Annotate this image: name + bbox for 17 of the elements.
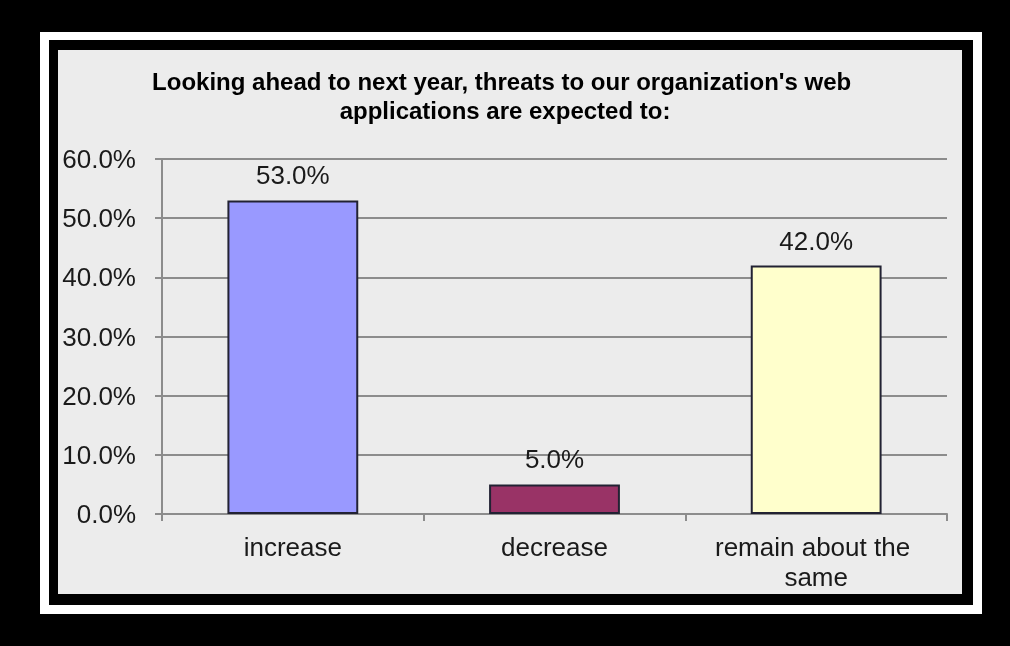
- data-label: 42.0%: [779, 225, 854, 256]
- data-label: 5.0%: [524, 444, 585, 475]
- y-tick-label: 30.0%: [62, 321, 136, 352]
- x-tick-label: remain about the same: [714, 532, 918, 592]
- x-tick-label: decrease: [501, 532, 608, 562]
- y-tick-label: 20.0%: [62, 380, 136, 411]
- bar: [750, 265, 882, 514]
- y-tick-label: 40.0%: [62, 262, 136, 293]
- y-tick-label: 0.0%: [76, 499, 136, 529]
- y-tick-label: 10.0%: [62, 439, 136, 470]
- bar: [227, 200, 359, 514]
- data-label: 53.0%: [255, 160, 330, 191]
- bar: [489, 484, 620, 514]
- x-tick-label: increase: [243, 532, 342, 562]
- y-tick-label: 60.0%: [62, 144, 136, 174]
- chart-title: Looking ahead to next year, threats to our organization's web applications are expected to:: [152, 68, 858, 124]
- y-tick-label: 50.0%: [62, 203, 136, 234]
